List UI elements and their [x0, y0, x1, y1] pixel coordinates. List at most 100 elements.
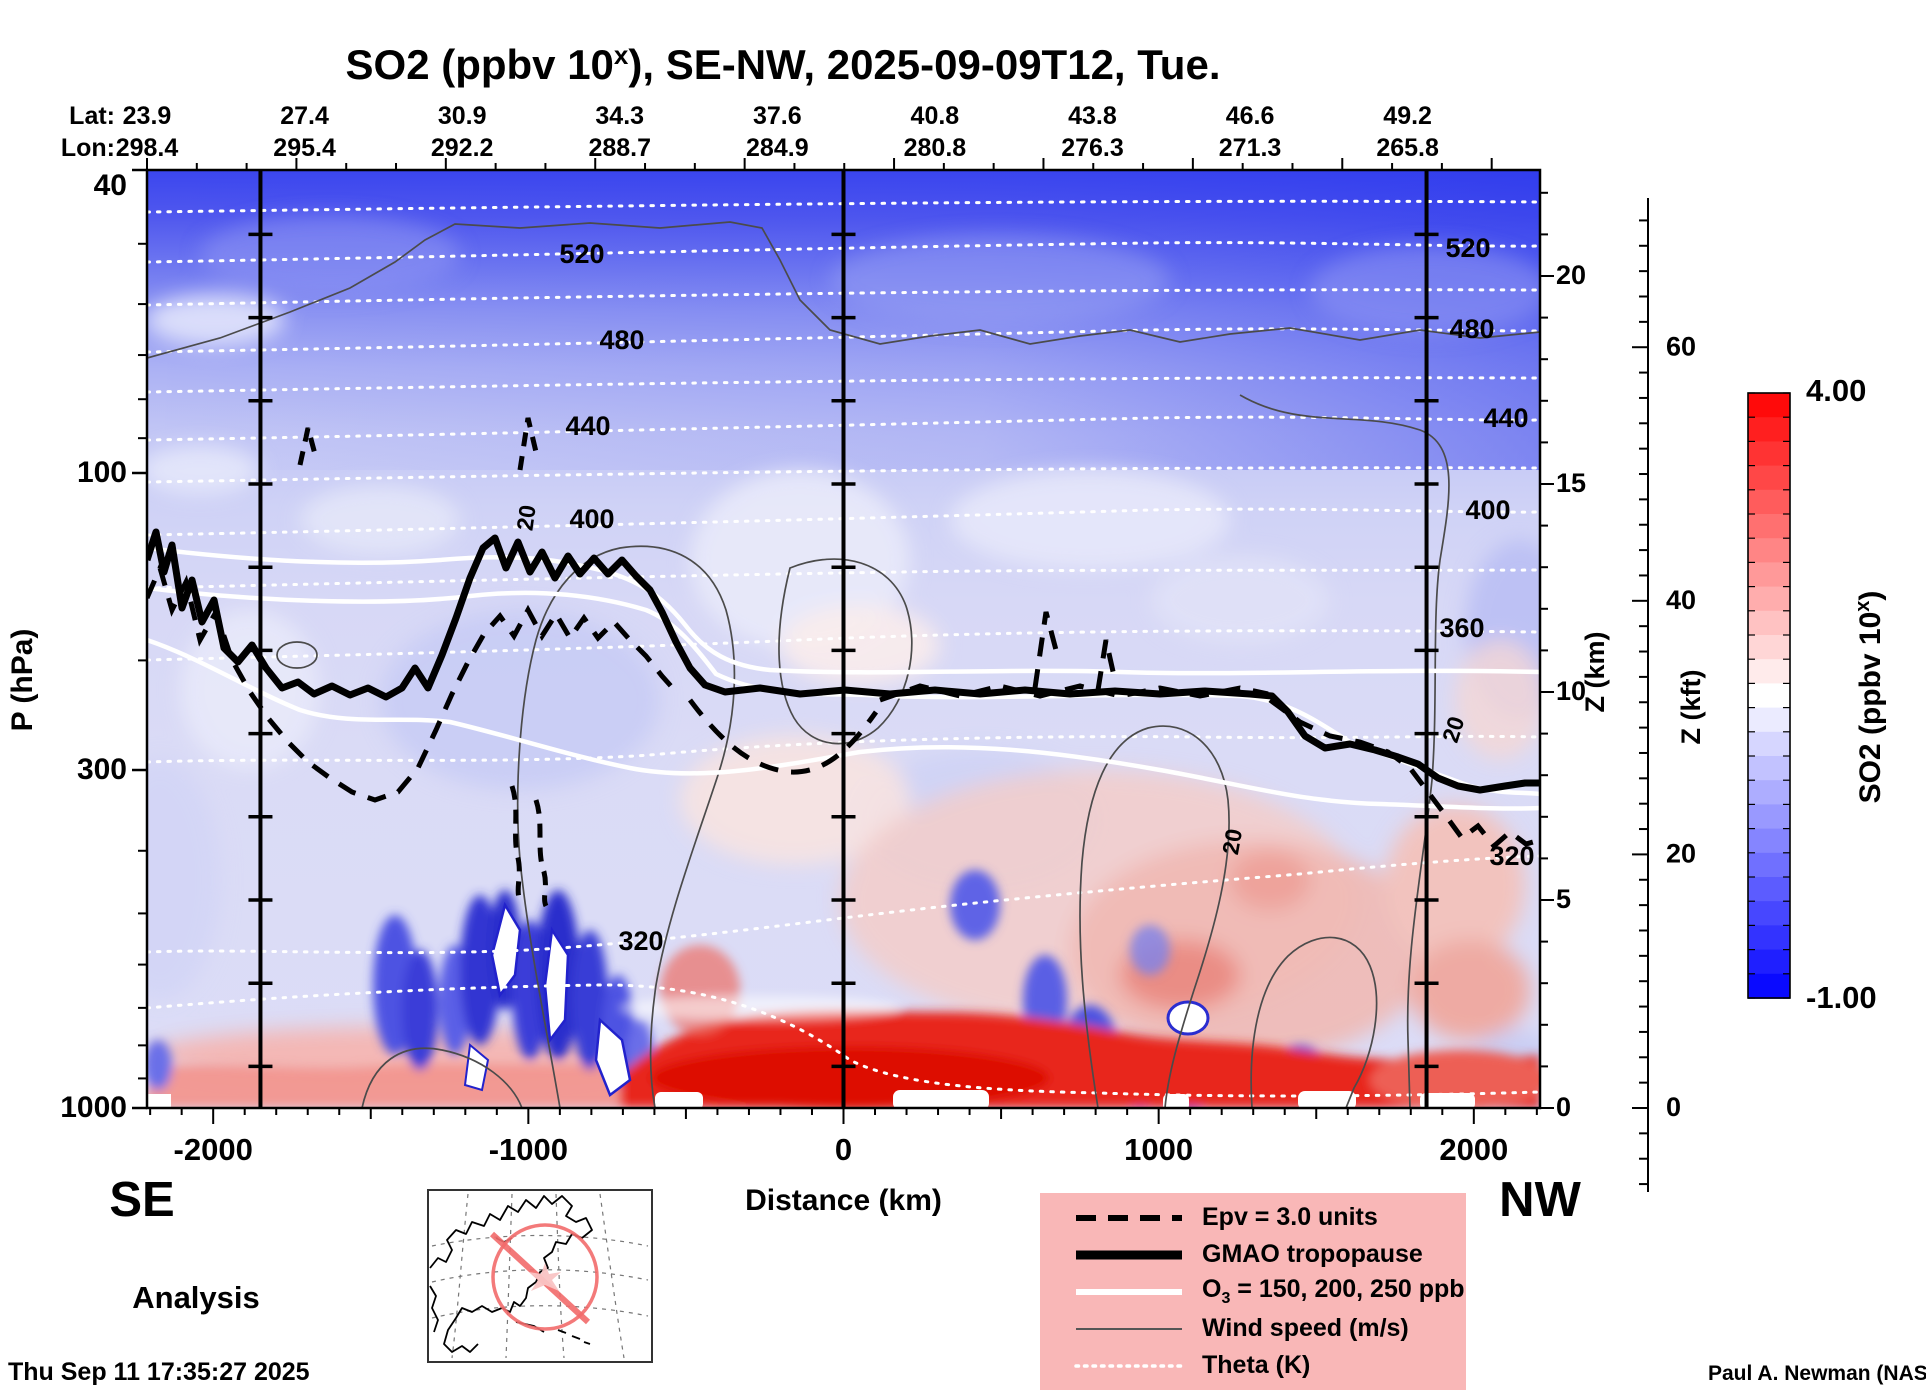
colorbar-segment: [1748, 877, 1790, 902]
colorbar-min-label: -1.00: [1806, 980, 1877, 1015]
field-plumes-and-reds: [147, 870, 1540, 1108]
title-suffix: ), SE-NW, 2025-09-09T12, Tue.: [628, 41, 1221, 88]
zkm-tick-label: 5: [1556, 884, 1571, 914]
legend-line-swatch: [1076, 1327, 1182, 1330]
lat-value: 49.2: [1383, 102, 1432, 130]
theta-contour-label: 320: [618, 926, 663, 956]
theta-contour-label: 440: [1483, 403, 1528, 433]
colorbar-segment: [1748, 780, 1790, 806]
inset-transect-circle: [491, 1223, 599, 1331]
zkm-tick-label: 20: [1556, 260, 1586, 290]
lat-value: 40.8: [911, 102, 960, 130]
theta-contour-label: 480: [1449, 314, 1494, 344]
nw-endpoint-label: NW: [1499, 1173, 1581, 1227]
theta-contour-label: 480: [599, 325, 644, 355]
colorbar-axis-title: SO2 (ppbv 10x): [1852, 591, 1887, 804]
pressure-axis-title: P (hPa): [6, 629, 39, 732]
zkft-axis-title: Z (kft): [1676, 670, 1706, 745]
colorbar-segment: [1748, 417, 1790, 443]
station-lines: [248, 170, 1439, 1108]
theta-contour-label: 520: [1445, 233, 1490, 263]
legend-line-swatch: [1076, 1288, 1182, 1295]
theta-contour-label: 520: [559, 239, 604, 269]
field-white-cores: [463, 901, 1210, 1097]
colorbar-segment: [1748, 683, 1790, 709]
colorbar-segment: [1748, 441, 1790, 467]
theta-contour-label: 400: [569, 504, 614, 534]
theta-contour-label: 360: [1439, 613, 1484, 643]
zkft-tick-label: 40: [1666, 585, 1696, 615]
distance-tick-label: -2000: [174, 1132, 253, 1167]
lon-row-label: Lon:: [61, 134, 115, 162]
creation-timestamp: Thu Sep 11 17:35:27 2025: [8, 1358, 310, 1386]
colorbar-segment: [1748, 707, 1790, 733]
colorbar-segment: [1748, 610, 1790, 636]
lat-value: 46.6: [1226, 102, 1275, 130]
colorbar-segment: [1748, 973, 1790, 999]
inset-map: [427, 1189, 653, 1363]
colorbar-segment: [1748, 925, 1790, 951]
wind-contour-label: 20: [1217, 827, 1247, 857]
colorbar-segment: [1748, 659, 1790, 685]
colorbar-segment: [1748, 804, 1790, 830]
zkft-tick-label: 20: [1666, 839, 1696, 869]
lat-value: 27.4: [280, 102, 329, 130]
legend-line-swatch: [1074, 1363, 1184, 1368]
colorbar-segment: [1748, 949, 1790, 975]
colorbar-segment: [1748, 828, 1790, 854]
lat-value: 43.8: [1068, 102, 1117, 130]
colorbar-segment: [1748, 852, 1790, 878]
pressure-tick-label: 40: [94, 169, 127, 202]
colorbar-segment: [1748, 586, 1790, 612]
lat-value: 30.9: [438, 102, 487, 130]
legend-line-swatch: [1076, 1250, 1182, 1259]
colorbar-segment: [1748, 514, 1790, 539]
lat-value: 23.9: [123, 102, 172, 130]
legend-item-label: Wind speed (m/s): [1202, 1314, 1409, 1342]
colorbar: 4.00 -1.00 SO2 (ppbv 10x): [1747, 373, 1887, 1015]
colorbar-border: [1747, 392, 1791, 999]
colorbar-max-label: 4.00: [1806, 373, 1866, 408]
zkft-tick-label: 0: [1666, 1092, 1681, 1122]
inset-graticule: [431, 1193, 649, 1359]
lat-value: 37.6: [753, 102, 802, 130]
altitude-axes: 20 15 10 5 0 Z (km) 60 40 20 0 Z (kft): [1556, 198, 1706, 1192]
lon-value: 295.4: [273, 134, 336, 162]
zkm-tick-label: 15: [1556, 468, 1586, 498]
pressure-tick-label: 300: [77, 753, 127, 786]
distance-tick-label: 1000: [1124, 1132, 1193, 1167]
distance-tick-label: -1000: [489, 1132, 568, 1167]
epv-contours: [147, 417, 1540, 908]
legend-item-label: Theta (K): [1202, 1351, 1311, 1379]
legend-item-label: Epv = 3.0 units: [1202, 1203, 1378, 1231]
colorbar-segment: [1748, 538, 1790, 564]
legend-item-label: O3 = 150, 200, 250 ppb: [1202, 1275, 1465, 1307]
colorbar-segment: [1748, 731, 1790, 757]
title-prefix: SO2 (ppbv 10: [345, 41, 614, 88]
colorbar-segment: [1748, 901, 1790, 927]
pressure-tick-label: 1000: [60, 1091, 127, 1124]
zkft-tick-label: 60: [1666, 331, 1696, 361]
analysis-label: Analysis: [132, 1280, 260, 1315]
lon-value: 298.4: [116, 134, 179, 162]
inset-map-frame: [427, 1189, 653, 1363]
legend-item: O3 = 150, 200, 250 ppb: [1040, 1275, 1466, 1309]
so2-field: [147, 170, 1540, 1108]
legend-line-swatch: [1076, 1214, 1182, 1221]
colorbar-segment: [1748, 393, 1790, 418]
lat-value: 34.3: [595, 102, 644, 130]
lat-row-label: Lat:: [69, 102, 115, 130]
legend: Epv = 3.0 units GMAO tropopause O3 = 150, …: [1040, 1193, 1466, 1390]
legend-item: Wind speed (m/s): [1040, 1312, 1466, 1346]
credit-label: Paul A. Newman (NASA: [1708, 1362, 1926, 1385]
theta-contour-label: 440: [565, 411, 610, 441]
colorbar-segment: [1748, 756, 1790, 781]
colorbar-segment: [1748, 635, 1790, 660]
zkm-tick-label: 10: [1556, 676, 1586, 706]
se-endpoint-label: SE: [109, 1173, 175, 1227]
distance-tick-label: 2000: [1439, 1132, 1508, 1167]
lon-value: 271.3: [1219, 134, 1282, 162]
